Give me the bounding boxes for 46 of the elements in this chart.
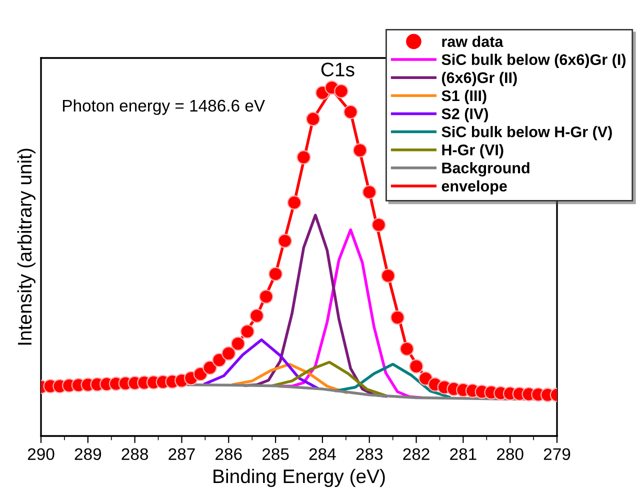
x-tick-label: 280 (497, 448, 524, 460)
x-axis-title: Binding Energy (eV) (214, 468, 385, 488)
point (202, 360, 218, 375)
y-axis-title: Intensity (arbitrary unit) (17, 148, 36, 345)
point (380, 268, 396, 283)
point (334, 84, 348, 98)
point (278, 234, 292, 248)
x-tick-label: 287 (168, 448, 195, 460)
annotation: Photon energy = 1486.6 eV (63, 99, 265, 115)
legend-label: H-Gr (VI) (442, 144, 504, 158)
x-tick-label: 279 (544, 448, 570, 460)
legend-label: SiC bulk below H-Gr (V) (442, 126, 612, 140)
x-tick-label: 283 (356, 448, 383, 460)
legend-label: S2 (IV) (442, 108, 488, 122)
point (400, 342, 414, 356)
x-tick-label: 284 (309, 448, 336, 460)
point (352, 143, 368, 158)
x-tick-label: 288 (122, 448, 148, 460)
point (230, 336, 246, 351)
point (409, 359, 424, 374)
x-tick-label: 286 (216, 448, 242, 460)
x-tick-label: 282 (403, 448, 430, 460)
point (372, 218, 386, 232)
point (221, 346, 236, 361)
point (240, 324, 255, 339)
point (212, 352, 226, 368)
x-tick-label: 281 (450, 448, 476, 460)
point (306, 112, 320, 126)
legend-label: envelope (442, 180, 507, 195)
legend-label: (6x6)Gr (II) (442, 72, 517, 86)
x-tick-label: 289 (74, 448, 102, 460)
x-tick-label: 290 (28, 448, 54, 460)
legend-label: raw data (442, 36, 504, 47)
point (296, 150, 311, 164)
point (268, 266, 283, 282)
point (362, 184, 377, 200)
x-tick-label: 285 (262, 448, 289, 460)
point (250, 308, 264, 323)
point (287, 195, 302, 210)
point (390, 310, 405, 325)
legend-label: SiC bulk below (6x6)Gr (I) (442, 54, 626, 68)
legend-label: Background (442, 162, 530, 176)
point (259, 290, 274, 304)
point (343, 104, 358, 120)
legend-label: S1 (III) (442, 90, 486, 104)
chart-title: C1s (321, 62, 354, 76)
